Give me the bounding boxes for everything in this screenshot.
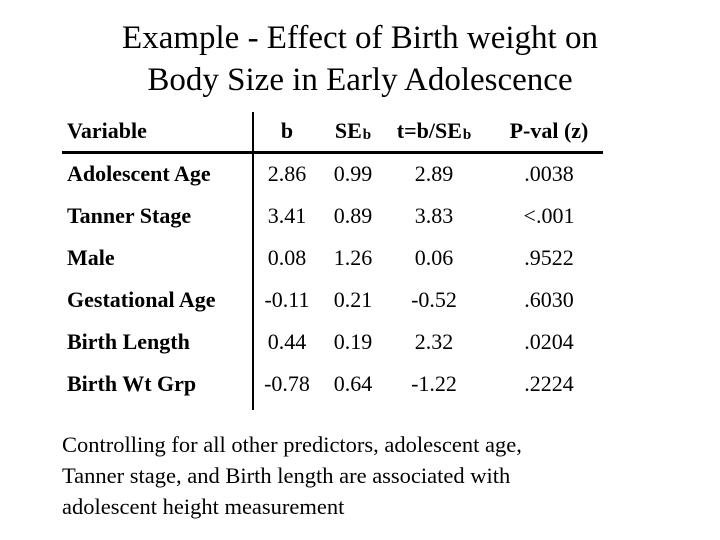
cell-p: .0204 [524, 329, 574, 354]
cell-variable: Tanner Stage [67, 203, 192, 228]
cell-p: .0038 [524, 161, 574, 186]
cell-b: 3.41 [267, 203, 307, 228]
col-header-se: SE b [322, 108, 384, 153]
table-column-divider [252, 112, 254, 410]
cell-p: .9522 [524, 245, 574, 270]
conclusion-text: Controlling for all other predictors, ad… [62, 429, 522, 522]
cell-variable: Male [67, 245, 115, 270]
slide-title-line-1: Example - Effect of Birth weight on [122, 20, 598, 56]
table-header-divider [62, 151, 603, 154]
col-header-t-subscript: b [462, 127, 472, 143]
cell-t: 2.89 [414, 161, 454, 186]
conclusion-line-1: Controlling for all other predictors, ad… [62, 432, 522, 457]
cell-p: .6030 [524, 287, 574, 312]
cell-b: -0.78 [264, 371, 310, 396]
cell-p: <.001 [523, 203, 575, 228]
cell-b: 0.44 [267, 329, 307, 354]
col-header-se-subscript: b [362, 127, 372, 143]
cell-t: 2.32 [414, 329, 454, 354]
cell-variable: Adolescent Age [67, 161, 211, 186]
col-header-t-main: t=b/SE [396, 117, 462, 143]
cell-t: -0.52 [411, 287, 457, 312]
slide-title-line-2: Body Size in Early Adolescence [147, 62, 573, 98]
col-header-variable: Variable [67, 117, 147, 143]
col-header-t: t=b/SE b [384, 108, 484, 153]
col-header-se-main: SE [334, 117, 362, 143]
cell-se: 0.19 [333, 329, 373, 354]
col-header-b: b [280, 117, 294, 143]
conclusion-line-2: Tanner stage, and Birth length are assoc… [62, 463, 511, 488]
slide-title: Example - Effect of Birth weight on Body… [0, 17, 720, 101]
cell-se: 1.26 [333, 245, 373, 270]
cell-t: 3.83 [414, 203, 454, 228]
cell-b: 2.86 [267, 161, 307, 186]
cell-se: 0.99 [333, 161, 373, 186]
cell-b: 0.08 [267, 245, 307, 270]
cell-se: 0.64 [333, 371, 373, 396]
cell-t: 0.06 [414, 245, 454, 270]
cell-variable: Birth Wt Grp [67, 371, 197, 396]
cell-variable: Birth Length [67, 329, 190, 354]
cell-b: -0.11 [264, 287, 310, 312]
cell-t: -1.22 [411, 371, 457, 396]
cell-p: .2224 [524, 371, 574, 396]
col-header-pval: P-val (z) [509, 117, 589, 143]
regression-table: Variable b SE b t=b/SE b P-val (z) Adolesc… [62, 108, 614, 405]
conclusion-line-3: adolescent height measurement [62, 494, 345, 519]
cell-se: 0.89 [333, 203, 373, 228]
cell-variable: Gestational Age [67, 287, 216, 312]
cell-se: 0.21 [333, 287, 373, 312]
